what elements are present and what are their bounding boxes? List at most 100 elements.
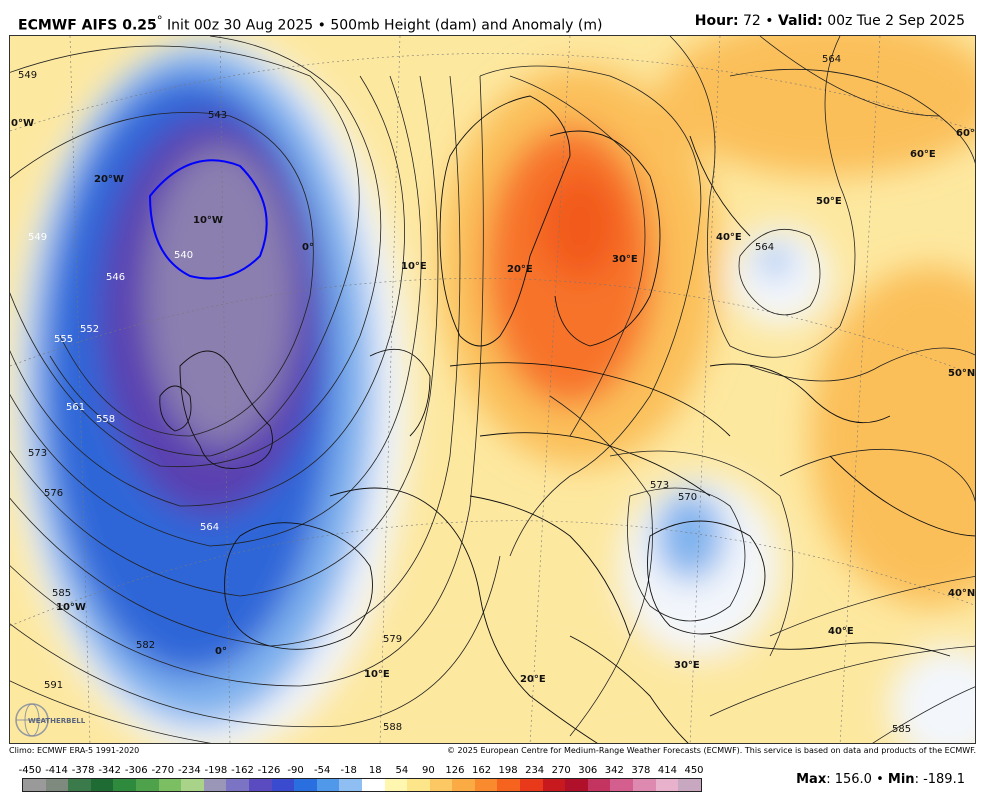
legend-label: -306 (124, 765, 148, 776)
legend-label: -450 (18, 765, 42, 776)
legend-swatch (135, 779, 159, 791)
legend-label: -270 (151, 765, 175, 776)
contour-label: 552 (80, 324, 99, 335)
graticule-line (529, 36, 571, 743)
lon-label: 30°E (612, 254, 638, 265)
contour-label: 543 (208, 110, 227, 121)
coastline (329, 487, 598, 743)
model-name: ECMWF AIFS 0.25 (18, 17, 157, 34)
contour-label: 549 (28, 232, 47, 243)
legend-label: 198 (498, 765, 518, 776)
legend-label: 162 (471, 765, 492, 776)
map-canvas: 60°N 50°N 40°N 0°W 20°W 10°W 0° 10°E 20°… (10, 36, 976, 743)
border (709, 635, 951, 657)
contour-line (749, 347, 975, 382)
legend-swatch (203, 779, 227, 791)
contour-line (10, 111, 314, 437)
legend-swatch (339, 779, 362, 791)
contour-label: 573 (650, 480, 669, 491)
border (549, 130, 661, 347)
contour-line (549, 395, 653, 737)
contour-line (669, 36, 856, 358)
min-value: -189.1 (923, 772, 965, 787)
climo-credit: Climo: ECMWF ERA-5 1991-2020 (9, 746, 140, 755)
legend-swatch (520, 779, 543, 791)
positive-anomaly-northeast (660, 36, 975, 176)
hour-value: 72 (743, 13, 761, 29)
legend-swatch (407, 779, 430, 791)
core-negative-anomaly (145, 146, 295, 446)
legend-swatch (158, 779, 182, 791)
contour-label: 570 (678, 492, 697, 503)
contour-label: 549 (18, 70, 37, 81)
legend-label: 306 (578, 765, 598, 776)
contour-label: 561 (66, 402, 85, 413)
credits: Climo: ECMWF ERA-5 1991-2020 © 2025 Euro… (9, 746, 976, 758)
legend-swatch (429, 779, 453, 791)
contour-line (609, 450, 794, 657)
graticule-line (379, 36, 401, 743)
lat-label: 60°N (956, 128, 976, 139)
lon-label: 10°W (56, 602, 86, 613)
lon-label: 40°E (828, 626, 854, 637)
legend-swatch (452, 779, 475, 791)
graticule-line (69, 36, 91, 743)
map-title: ECMWF AIFS 0.25° Init 00z 30 Aug 2025 • … (18, 13, 602, 34)
graticule-line (689, 36, 721, 743)
contour-label: 540 (174, 250, 193, 261)
legend-swatch (181, 779, 204, 791)
legend-swatch (678, 779, 701, 791)
legend-colorbar (22, 778, 702, 792)
weatherbell-logo: WEATHERBELL (14, 700, 104, 744)
contour-line (10, 555, 501, 728)
lon-label: 20°W (94, 174, 124, 185)
weak-negative-black-sea (655, 491, 725, 581)
graticule-line (839, 36, 881, 743)
contour-line (769, 575, 975, 637)
header: ECMWF AIFS 0.25° Init 00z 30 Aug 2025 • … (0, 0, 984, 34)
anomaly-legend: -450 -414 -378 -342 -306 -270 -234 -198 -162 -126… (12, 764, 704, 798)
coastline (369, 348, 431, 437)
contour-line (10, 45, 360, 457)
contour-line (10, 75, 484, 687)
legend-label: -198 (204, 765, 228, 776)
legend-label: -162 (231, 765, 254, 776)
contour-line (10, 36, 382, 468)
contour-label: 576 (44, 488, 63, 499)
contour-labels: 549 543 540 549 546 552 555 558 561 564 … (18, 54, 911, 735)
legend-swatch (655, 779, 679, 791)
legend-label: 234 (525, 765, 545, 776)
legend-swatch (384, 779, 408, 791)
legend-swatch (565, 779, 588, 791)
lon-label: 0° (215, 646, 227, 657)
legend-swatch (68, 779, 91, 791)
lat-label: 40°N (948, 588, 975, 599)
lon-label: 0°W (11, 118, 34, 129)
legend-label: 126 (445, 765, 465, 776)
legend-label: -90 (287, 765, 304, 776)
valid-label: Valid: (778, 13, 823, 29)
legend-label: 342 (604, 765, 624, 776)
legend-label: -18 (340, 765, 357, 776)
lon-label: 30°E (674, 660, 700, 671)
contour-label: 558 (96, 414, 115, 425)
legend-swatch (587, 779, 611, 791)
weather-map: 60°N 50°N 40°N 0°W 20°W 10°W 0° 10°E 20°… (9, 35, 976, 744)
lon-label: 10°E (364, 669, 390, 680)
legend-label: -414 (45, 765, 68, 776)
contour-label: 588 (383, 722, 402, 733)
contour-line (10, 75, 461, 647)
min-label: Min (887, 772, 915, 787)
coastline (569, 635, 689, 743)
border (709, 363, 891, 424)
lon-label: 60°E (910, 149, 936, 160)
lon-label: 10°W (193, 215, 223, 226)
contour-line (479, 65, 702, 557)
legend-label: 18 (368, 765, 382, 776)
neutral-anomaly-southeast (890, 646, 975, 743)
legend-label: -378 (71, 765, 95, 776)
contour-line (872, 686, 975, 743)
max-min-readout: Max: 156.0 • Min: -189.1 (796, 772, 965, 787)
contour-line (759, 36, 941, 117)
contour-label: 579 (383, 634, 402, 645)
